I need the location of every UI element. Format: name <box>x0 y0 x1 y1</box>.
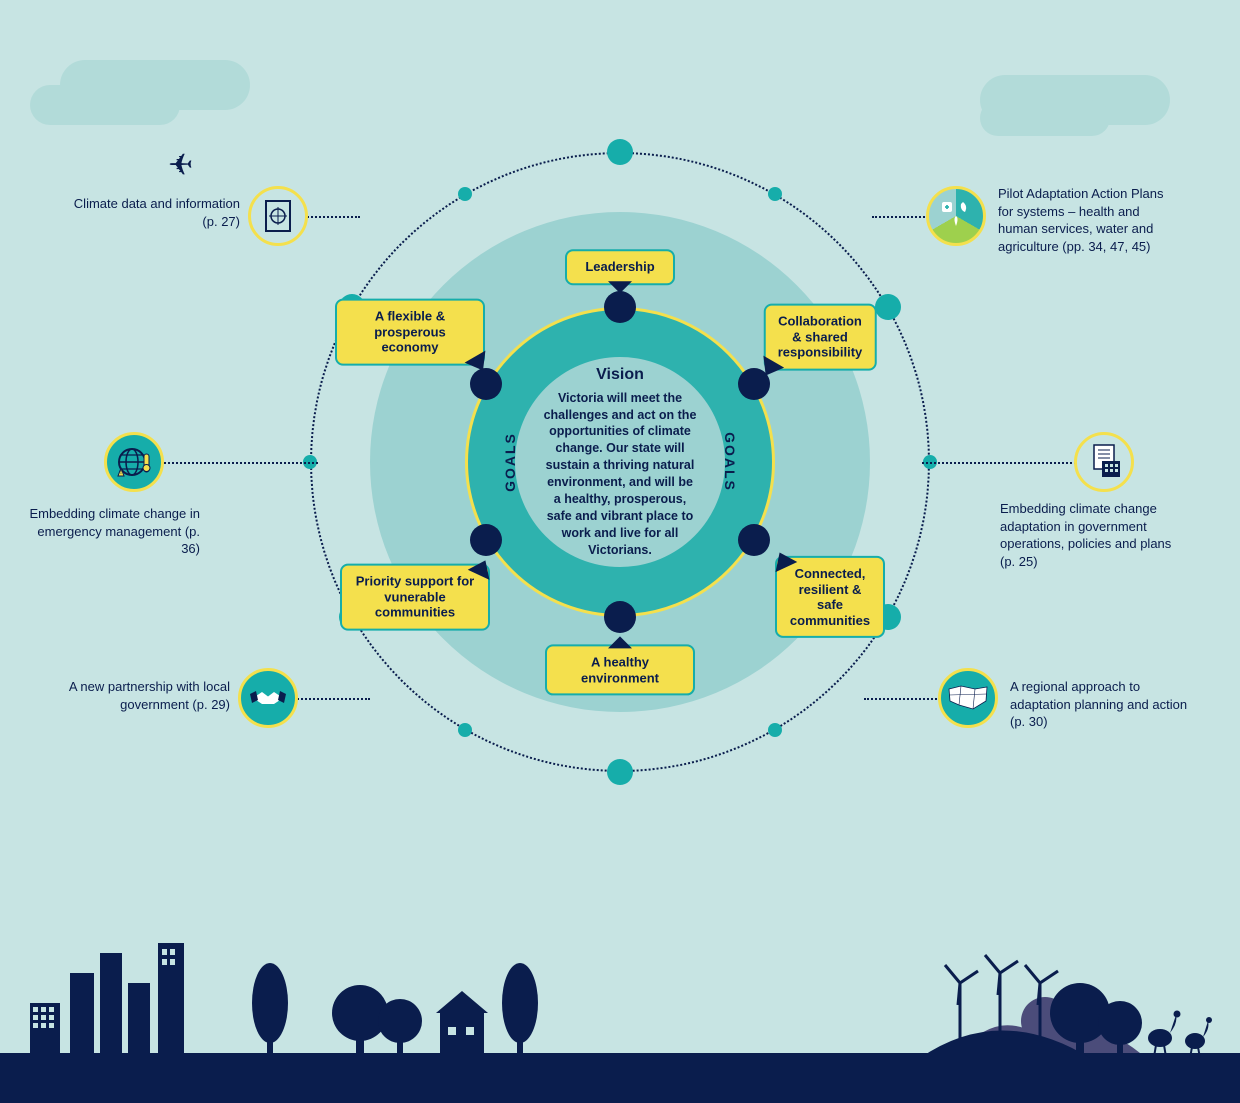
skyline-illustration <box>0 883 1240 1103</box>
ring-dot <box>768 723 782 737</box>
bird-icon: ✈ <box>168 148 193 183</box>
gov-ops-icon <box>1074 432 1134 492</box>
ring-dot <box>607 139 633 165</box>
vision-goals-diagram: Vision Victoria will meet the challenges… <box>310 152 930 772</box>
emergency-label: Embedding climate change in emergency ma… <box>20 505 200 558</box>
goals-label-right: GOALS <box>722 432 738 492</box>
connector <box>160 462 318 464</box>
emergency-icon: ! <box>104 432 164 492</box>
ring-dot <box>458 187 472 201</box>
ring-dot <box>768 187 782 201</box>
connector <box>290 698 370 700</box>
ring-dot <box>458 723 472 737</box>
goals-label-left: GOALS <box>502 432 518 492</box>
climate-data-icon <box>248 186 308 246</box>
connector <box>300 216 360 218</box>
cloud-decoration <box>30 85 180 125</box>
regional-label: A regional approach to adaptation planni… <box>1010 678 1190 731</box>
regional-icon <box>938 668 998 728</box>
vision-core: Vision Victoria will meet the challenges… <box>515 357 725 567</box>
svg-text:!: ! <box>120 469 122 476</box>
goal-flexible-econ: A flexible & prosperous economy <box>335 299 485 366</box>
partnership-icon <box>238 668 298 728</box>
cloud-decoration <box>980 100 1110 136</box>
goal-collaboration: Collaboration & shared responsibility <box>764 304 877 371</box>
climate-data-label: Climate data and information (p. 27) <box>60 195 240 230</box>
goal-anchor <box>604 601 636 633</box>
ring-dot <box>875 294 901 320</box>
pilot-plans-icon <box>926 186 986 246</box>
vision-title: Vision <box>596 366 644 384</box>
pilot-plans-label: Pilot Adaptation Action Plans for system… <box>998 185 1178 255</box>
goal-anchor <box>738 524 770 556</box>
connector <box>922 462 1080 464</box>
goal-healthy-env: A healthy environment <box>545 644 695 695</box>
goal-connected: Connected, resilient & safe communities <box>775 556 885 638</box>
goal-priority-support: Priority support for vunerable communiti… <box>340 564 490 631</box>
goal-anchor <box>604 291 636 323</box>
gov-ops-label: Embedding climate change adaptation in g… <box>1000 500 1180 570</box>
vision-text: Victoria will meet the challenges and ac… <box>543 390 697 559</box>
connector <box>864 698 944 700</box>
ring-dot <box>607 759 633 785</box>
goal-anchor <box>470 524 502 556</box>
partnership-label: A new partnership with local government … <box>50 678 230 713</box>
connector <box>872 216 932 218</box>
goal-leadership: Leadership <box>565 249 675 285</box>
